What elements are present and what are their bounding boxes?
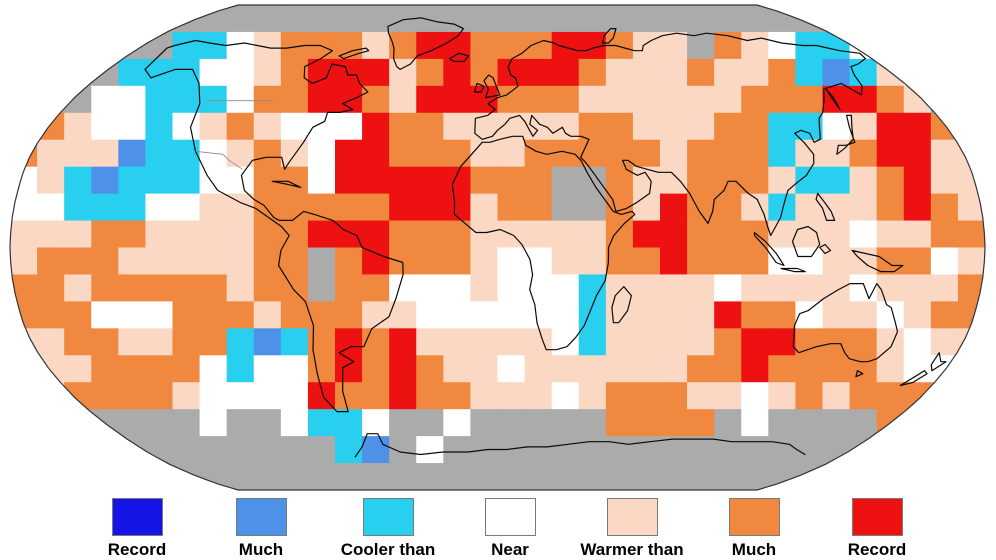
legend-label: Cooler than [340, 540, 436, 559]
legend-label: Warmer than [580, 540, 684, 559]
legend-item-record-6: Record [815, 498, 939, 560]
legend-item-near-3: Near [448, 498, 572, 560]
legend-item-record-0: Record [75, 498, 199, 560]
legend-item-much-5: Much [692, 498, 816, 560]
legend-item-much-1: Much [199, 498, 323, 560]
projection-outline [9, 4, 986, 491]
legend-swatch-O [728, 498, 780, 536]
legend-swatch-B [235, 498, 287, 536]
country-borders [195, 100, 273, 170]
legend-label: Record [847, 540, 907, 559]
legend-label: Much [731, 540, 777, 559]
legend-swatch-P [606, 498, 658, 536]
legend-item-warmer-than-4: Warmer than [570, 498, 694, 560]
legend-swatch-R [851, 498, 903, 536]
map-grid [10, 5, 985, 490]
legend-swatch-W [484, 498, 536, 536]
legend-item-cooler-than-2: Cooler than [326, 498, 450, 560]
legend-label: Record [107, 540, 167, 559]
legend: Record Much Cooler than Near Warmer than Much… [0, 498, 996, 560]
coastlines [144, 17, 947, 458]
legend-swatch-C [362, 498, 414, 536]
legend-swatch-D [111, 498, 163, 536]
world-map [9, 4, 986, 491]
legend-label: Near [491, 540, 529, 559]
legend-label: Much [238, 540, 284, 559]
